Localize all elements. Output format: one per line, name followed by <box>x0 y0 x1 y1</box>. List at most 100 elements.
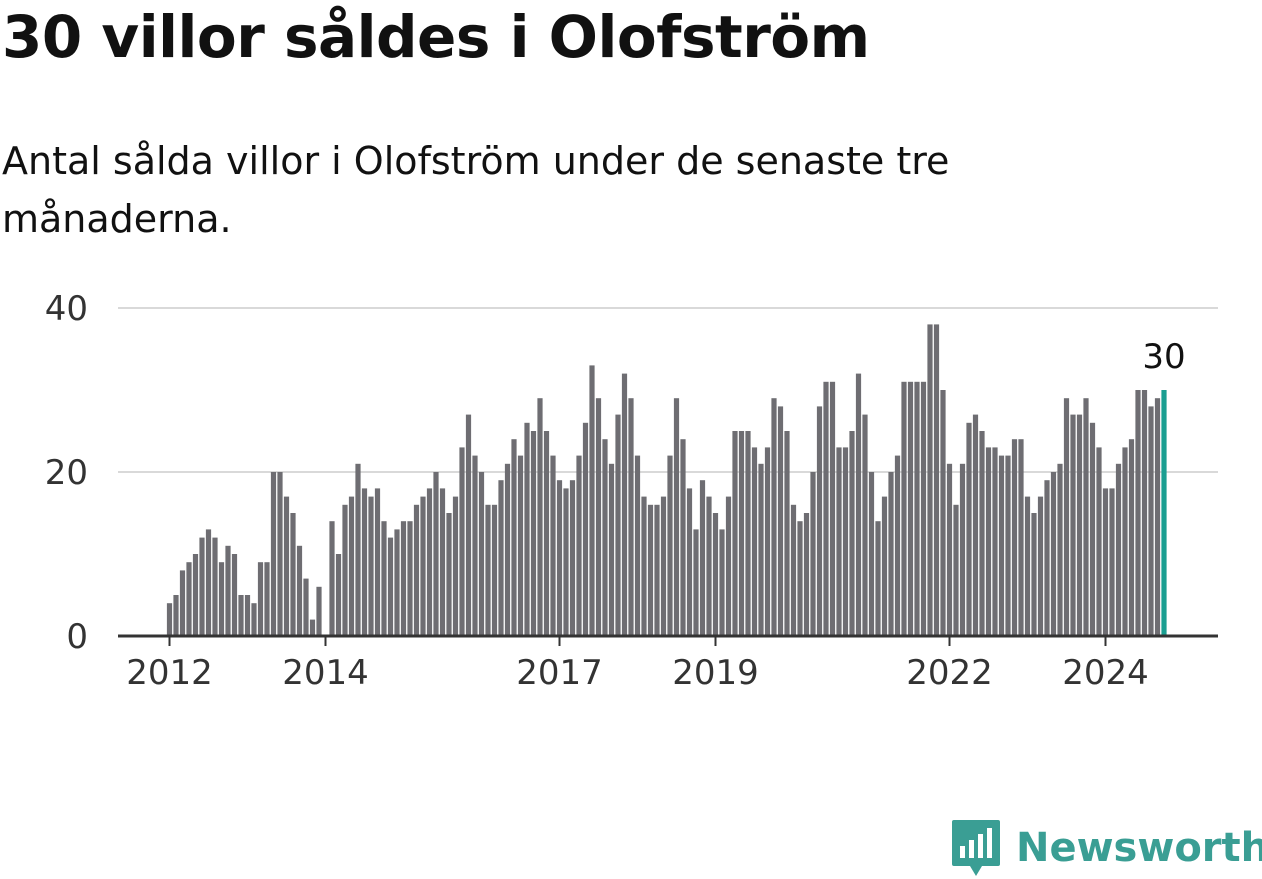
bar <box>478 472 485 636</box>
bar <box>608 463 615 636</box>
bar <box>329 521 335 636</box>
bar <box>699 480 706 636</box>
bar-chart: 0 20 40 2012 2014 2017 2019 2022 2024 30 <box>45 289 1218 693</box>
bar <box>173 595 179 636</box>
bar <box>316 586 322 636</box>
bar <box>751 447 758 636</box>
bar <box>1057 463 1063 636</box>
bar <box>628 398 634 636</box>
bar <box>199 537 205 636</box>
bar <box>524 422 530 636</box>
bar <box>244 595 251 636</box>
bar <box>1076 414 1083 636</box>
bar <box>1044 480 1050 636</box>
bar <box>1154 398 1161 636</box>
bar <box>901 381 907 636</box>
bar <box>615 414 621 636</box>
bar <box>1011 439 1018 636</box>
bar <box>192 554 199 636</box>
bar <box>309 619 316 636</box>
bar <box>264 562 270 636</box>
bar <box>342 504 348 636</box>
bar <box>251 603 257 636</box>
bar <box>530 431 537 636</box>
x-tick-label-2017: 2017 <box>516 653 603 693</box>
y-tick-label-20: 20 <box>45 453 88 493</box>
highlight-value-label: 30 <box>1142 337 1185 377</box>
bar <box>868 472 875 636</box>
bar <box>1050 472 1057 636</box>
bar <box>186 562 192 636</box>
bar <box>465 414 472 636</box>
bar <box>1005 455 1011 636</box>
x-tick-label-2019: 2019 <box>672 653 759 693</box>
y-tick-label-40: 40 <box>45 289 88 329</box>
newsworthy-logo: Newsworthy <box>950 818 1262 878</box>
bar <box>407 521 413 636</box>
bar <box>966 422 972 636</box>
bar <box>894 455 901 636</box>
bar <box>829 381 836 636</box>
bar <box>556 480 563 636</box>
bar <box>582 422 589 636</box>
chart-title: 30 villor såldes i Olofström <box>2 3 870 71</box>
bar <box>537 398 543 636</box>
x-tick-label-2014: 2014 <box>282 653 369 693</box>
bar <box>543 431 550 636</box>
bar <box>823 381 829 636</box>
bar <box>693 529 699 636</box>
bar <box>758 463 764 636</box>
bar <box>972 414 979 636</box>
bar <box>803 513 810 636</box>
bar <box>166 603 173 636</box>
bar <box>485 504 491 636</box>
bar <box>205 529 212 636</box>
bar <box>686 488 693 636</box>
bar <box>810 472 816 636</box>
bar <box>933 324 940 636</box>
bar <box>1109 488 1115 636</box>
bar <box>290 513 296 636</box>
bar <box>1031 513 1037 636</box>
bar <box>797 521 803 636</box>
x-tick-label-2022: 2022 <box>906 653 993 693</box>
bar <box>212 537 218 636</box>
bar <box>927 324 933 636</box>
bar <box>719 529 725 636</box>
logo-text: Newsworthy <box>1016 825 1262 871</box>
bar <box>1018 439 1024 636</box>
bar <box>1148 406 1154 636</box>
bar <box>335 554 342 636</box>
bar <box>725 496 732 636</box>
bar <box>179 570 186 636</box>
bar <box>1024 496 1031 636</box>
bar <box>1037 496 1044 636</box>
bar <box>426 488 433 636</box>
bar <box>1128 439 1135 636</box>
bar <box>953 504 959 636</box>
bar <box>634 455 641 636</box>
bar <box>283 496 290 636</box>
bar <box>413 504 420 636</box>
bar <box>446 513 452 636</box>
bar <box>771 398 777 636</box>
bar <box>959 463 966 636</box>
grid-lines <box>118 307 1218 473</box>
y-tick-label-0: 0 <box>66 617 88 657</box>
bar <box>998 455 1005 636</box>
bar <box>387 537 394 636</box>
bar <box>420 496 426 636</box>
bar <box>1089 422 1096 636</box>
bar <box>589 365 595 636</box>
x-tick-label-2024: 2024 <box>1062 653 1149 693</box>
bar <box>576 455 582 636</box>
bar <box>491 504 498 636</box>
highlight-bar <box>1161 390 1167 636</box>
bar <box>979 431 985 636</box>
bar <box>511 439 517 636</box>
bar <box>647 504 654 636</box>
bar <box>257 562 264 636</box>
bar <box>712 513 719 636</box>
bar <box>439 488 446 636</box>
bar <box>602 439 608 636</box>
